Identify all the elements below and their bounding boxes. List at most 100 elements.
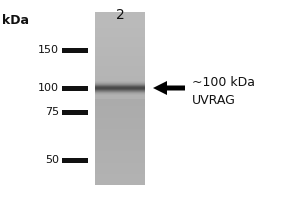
- Bar: [95, 159, 145, 160]
- Bar: [95, 29, 145, 30]
- Bar: [95, 73, 145, 74]
- Bar: [95, 123, 145, 124]
- Bar: [95, 95, 145, 96]
- Bar: [62, 158, 88, 162]
- Bar: [95, 140, 145, 141]
- Bar: [95, 125, 145, 126]
- Bar: [95, 169, 145, 170]
- Bar: [95, 46, 145, 47]
- Bar: [95, 158, 145, 159]
- Bar: [95, 156, 145, 157]
- Bar: [95, 93, 145, 94]
- Bar: [95, 55, 145, 56]
- Bar: [95, 24, 145, 25]
- Bar: [95, 149, 145, 150]
- Bar: [95, 78, 145, 79]
- Bar: [95, 51, 145, 52]
- Bar: [95, 71, 145, 72]
- Bar: [95, 177, 145, 178]
- Bar: [95, 31, 145, 32]
- Bar: [95, 145, 145, 146]
- Bar: [95, 144, 145, 145]
- Bar: [95, 81, 145, 82]
- Bar: [95, 126, 145, 127]
- Bar: [95, 88, 145, 89]
- Bar: [95, 155, 145, 156]
- Bar: [95, 102, 145, 103]
- Bar: [95, 100, 145, 101]
- Bar: [95, 131, 145, 132]
- Bar: [95, 180, 145, 181]
- Bar: [95, 154, 145, 155]
- Bar: [95, 63, 145, 64]
- Bar: [95, 137, 145, 138]
- Bar: [95, 116, 145, 117]
- Bar: [95, 163, 145, 164]
- Bar: [95, 19, 145, 20]
- Bar: [95, 97, 145, 98]
- Bar: [95, 115, 145, 116]
- Bar: [95, 110, 145, 111]
- Bar: [95, 165, 145, 166]
- Bar: [95, 85, 145, 86]
- Bar: [95, 14, 145, 15]
- Bar: [95, 26, 145, 27]
- Bar: [95, 84, 145, 85]
- Bar: [95, 152, 145, 153]
- Bar: [95, 79, 145, 80]
- Bar: [95, 76, 145, 77]
- Bar: [95, 107, 145, 108]
- Bar: [95, 184, 145, 185]
- Bar: [95, 23, 145, 24]
- Bar: [95, 80, 145, 81]
- Bar: [95, 59, 145, 60]
- Bar: [95, 22, 145, 23]
- Bar: [95, 54, 145, 55]
- Bar: [95, 99, 145, 100]
- Bar: [95, 48, 145, 49]
- Bar: [95, 146, 145, 147]
- Bar: [95, 105, 145, 106]
- Text: 150: 150: [38, 45, 59, 55]
- Bar: [95, 106, 145, 107]
- Bar: [95, 72, 145, 73]
- Bar: [95, 173, 145, 174]
- Text: kDa: kDa: [2, 14, 29, 27]
- Bar: [95, 62, 145, 63]
- Bar: [62, 86, 88, 90]
- Bar: [95, 36, 145, 37]
- Bar: [95, 122, 145, 123]
- Bar: [95, 66, 145, 67]
- Bar: [95, 139, 145, 140]
- Bar: [95, 13, 145, 14]
- Bar: [95, 151, 145, 152]
- Bar: [95, 82, 145, 83]
- Bar: [95, 121, 145, 122]
- Bar: [95, 111, 145, 112]
- Bar: [95, 33, 145, 34]
- Bar: [95, 18, 145, 19]
- Bar: [95, 124, 145, 125]
- Bar: [95, 161, 145, 162]
- Bar: [95, 60, 145, 61]
- Bar: [95, 104, 145, 105]
- Bar: [95, 16, 145, 17]
- Bar: [95, 90, 145, 91]
- Bar: [95, 162, 145, 163]
- Bar: [95, 127, 145, 128]
- Bar: [95, 74, 145, 75]
- Bar: [95, 148, 145, 149]
- Bar: [95, 42, 145, 43]
- Bar: [95, 91, 145, 92]
- Bar: [95, 164, 145, 165]
- Bar: [95, 141, 145, 142]
- Bar: [95, 153, 145, 154]
- Bar: [95, 128, 145, 129]
- Text: ~100 kDa: ~100 kDa: [192, 75, 255, 88]
- Bar: [95, 57, 145, 58]
- Bar: [95, 174, 145, 175]
- Bar: [95, 166, 145, 167]
- Bar: [95, 150, 145, 151]
- Bar: [95, 94, 145, 95]
- Bar: [62, 110, 88, 114]
